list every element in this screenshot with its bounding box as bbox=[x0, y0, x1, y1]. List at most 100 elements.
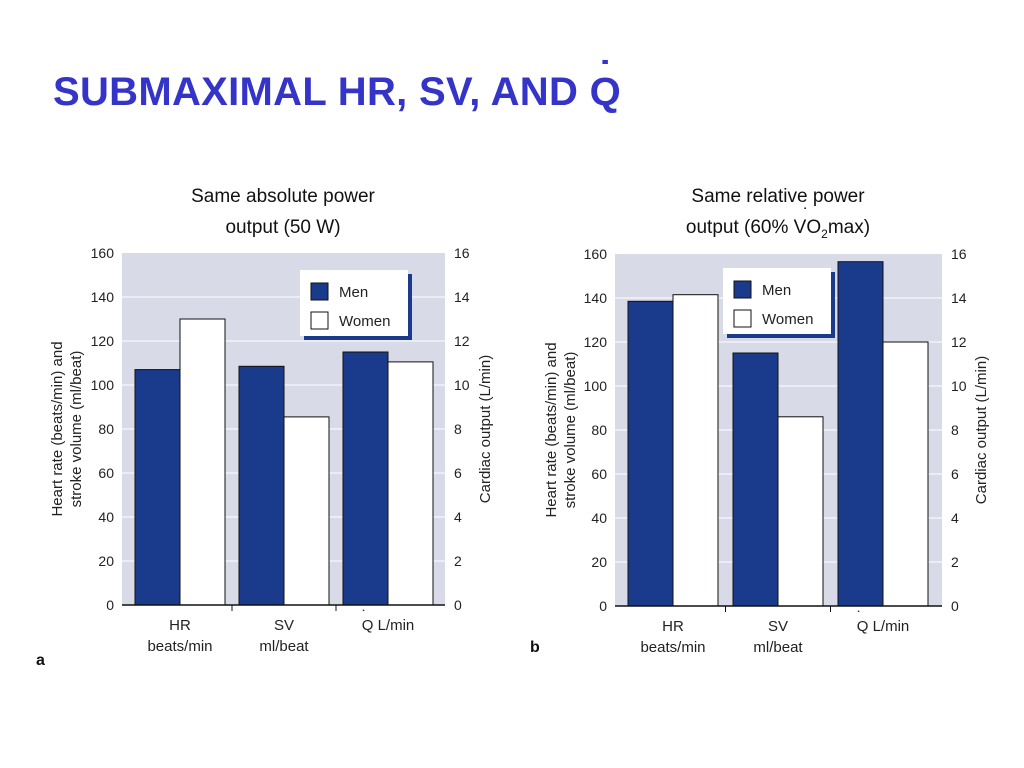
y-axis-label-left-line2: stroke volume (ml/beat) bbox=[562, 352, 579, 509]
title-o: O bbox=[806, 217, 821, 238]
x-category-unit: L/min bbox=[868, 618, 909, 635]
y-axis-label-left-line2: stroke volume (ml/beat) bbox=[68, 351, 85, 508]
y-tick-left: 40 bbox=[98, 509, 114, 525]
x-category-label-0: HR bbox=[662, 618, 684, 635]
bar-women-0 bbox=[672, 294, 719, 607]
y-tick-left: 0 bbox=[106, 597, 114, 613]
x-category-dot: ˙ bbox=[362, 608, 367, 625]
y-axis-label-right: Cardiac output (L/min) bbox=[477, 355, 494, 503]
title-v-dot: ˙ bbox=[803, 205, 809, 225]
bar-women-1 bbox=[283, 416, 330, 606]
x-category-sublabel-0: beats/min bbox=[640, 639, 705, 656]
y-tick-right: 14 bbox=[454, 289, 470, 305]
legend-label-women: Women bbox=[339, 313, 390, 330]
y-tick-left: 80 bbox=[98, 421, 114, 437]
x-category-name: SV bbox=[768, 618, 788, 635]
y-tick-left: 120 bbox=[91, 333, 115, 349]
title-v: V bbox=[794, 217, 807, 238]
x-category-name: Q bbox=[857, 618, 869, 635]
legend-label-women: Women bbox=[762, 311, 813, 328]
y-tick-left: 100 bbox=[584, 378, 608, 394]
x-category-sublabel-1: ml/beat bbox=[753, 639, 803, 656]
y-tick-right: 16 bbox=[951, 246, 967, 262]
y-axis-label-right: Cardiac output (L/min) bbox=[973, 356, 990, 504]
bar-women-0 bbox=[179, 318, 226, 606]
y-tick-right: 10 bbox=[454, 377, 470, 393]
y-tick-right: 6 bbox=[951, 466, 959, 482]
x-category-sublabel-1: ml/beat bbox=[259, 638, 309, 655]
y-tick-left: 120 bbox=[584, 334, 608, 350]
slide-title-q: Q ˙ bbox=[589, 56, 622, 115]
y-tick-left: 20 bbox=[591, 554, 607, 570]
y-axis-label-left: Heart rate (beats/min) and stroke volume … bbox=[49, 341, 85, 516]
y-tick-right: 8 bbox=[951, 422, 959, 438]
y-tick-right: 16 bbox=[454, 245, 470, 261]
legend-label-men: Men bbox=[762, 282, 791, 299]
chart-title-line2: output (60% VO2max) bbox=[686, 217, 870, 241]
slide-title-q-letter: Q bbox=[589, 70, 622, 114]
x-category-name: Q bbox=[362, 617, 374, 634]
y-tick-right: 2 bbox=[454, 553, 462, 569]
y-axis-label-left-line1: Heart rate (beats/min) and bbox=[543, 342, 560, 517]
slide-title-q-dot: ˙ bbox=[598, 54, 613, 98]
y-tick-left: 60 bbox=[98, 465, 114, 481]
legend-swatch-women bbox=[733, 309, 752, 328]
y-tick-right: 0 bbox=[951, 598, 959, 614]
y-tick-left: 160 bbox=[91, 245, 115, 261]
y-tick-left: 60 bbox=[591, 466, 607, 482]
chart-panel-b: 0 0 20 2 40 4 60 6 80 8 100 10 120 12 140 14 160 16 HR beat… bbox=[530, 186, 990, 656]
x-category-label-1: SV bbox=[768, 618, 788, 635]
y-tick-right: 10 bbox=[951, 378, 967, 394]
y-tick-right: 6 bbox=[454, 465, 462, 481]
bar-men-1 bbox=[732, 352, 779, 607]
x-category-unit: L/min bbox=[373, 617, 414, 634]
x-category-label-1: SV bbox=[274, 617, 294, 634]
y-tick-right: 0 bbox=[454, 597, 462, 613]
legend-swatch-men bbox=[733, 280, 752, 299]
y-tick-right: 4 bbox=[454, 509, 462, 525]
title-post: max) bbox=[828, 217, 870, 238]
bar-women-2 bbox=[882, 341, 929, 607]
legend-swatch-women bbox=[310, 311, 329, 330]
x-category-name: HR bbox=[662, 618, 684, 635]
bar-men-2 bbox=[837, 261, 884, 607]
legend-label-men: Men bbox=[339, 284, 368, 301]
bar-women-1 bbox=[777, 416, 824, 607]
bar-men-0 bbox=[627, 300, 674, 607]
y-tick-right: 12 bbox=[951, 334, 967, 350]
chart-panel-a: 0 0 20 2 40 4 60 6 80 8 100 10 120 12 140 14 160 16 HR beat… bbox=[36, 186, 494, 669]
y-tick-left: 0 bbox=[599, 598, 607, 614]
y-axis-label-left: Heart rate (beats/min) and stroke volume … bbox=[543, 342, 579, 517]
y-tick-left: 20 bbox=[98, 553, 114, 569]
x-category-name: HR bbox=[169, 617, 191, 634]
y-tick-left: 40 bbox=[591, 510, 607, 526]
bar-men-0 bbox=[134, 369, 181, 606]
bar-men-1 bbox=[238, 365, 285, 606]
x-category-label-0: HR bbox=[169, 617, 191, 634]
y-tick-left: 100 bbox=[91, 377, 115, 393]
x-category-label-2: Q L/min bbox=[857, 618, 910, 635]
y-tick-left: 140 bbox=[584, 290, 608, 306]
panel-label: b bbox=[530, 639, 540, 656]
x-category-dot: ˙ bbox=[857, 609, 862, 626]
y-axis-label-left-line1: Heart rate (beats/min) and bbox=[49, 341, 66, 516]
bar-women-2 bbox=[387, 361, 434, 606]
y-tick-right: 8 bbox=[454, 421, 462, 437]
legend: Men Women bbox=[300, 270, 412, 340]
y-tick-left: 140 bbox=[91, 289, 115, 305]
x-category-label-2: Q L/min bbox=[362, 617, 415, 634]
y-tick-right: 4 bbox=[951, 510, 959, 526]
y-tick-left: 160 bbox=[584, 246, 608, 262]
legend: Men Women bbox=[723, 268, 835, 338]
y-tick-right: 12 bbox=[454, 333, 470, 349]
slide-title: SUBMAXIMAL HR, SV, AND Q ˙ bbox=[53, 56, 622, 115]
title-pre: output (60% bbox=[686, 217, 794, 238]
panel-label: a bbox=[36, 652, 45, 669]
slide-title-main: SUBMAXIMAL HR, SV, AND bbox=[53, 70, 590, 114]
y-tick-left: 80 bbox=[591, 422, 607, 438]
y-tick-right: 14 bbox=[951, 290, 967, 306]
legend-swatch-men bbox=[310, 282, 329, 301]
bar-men-2 bbox=[342, 351, 389, 606]
x-category-name: SV bbox=[274, 617, 294, 634]
